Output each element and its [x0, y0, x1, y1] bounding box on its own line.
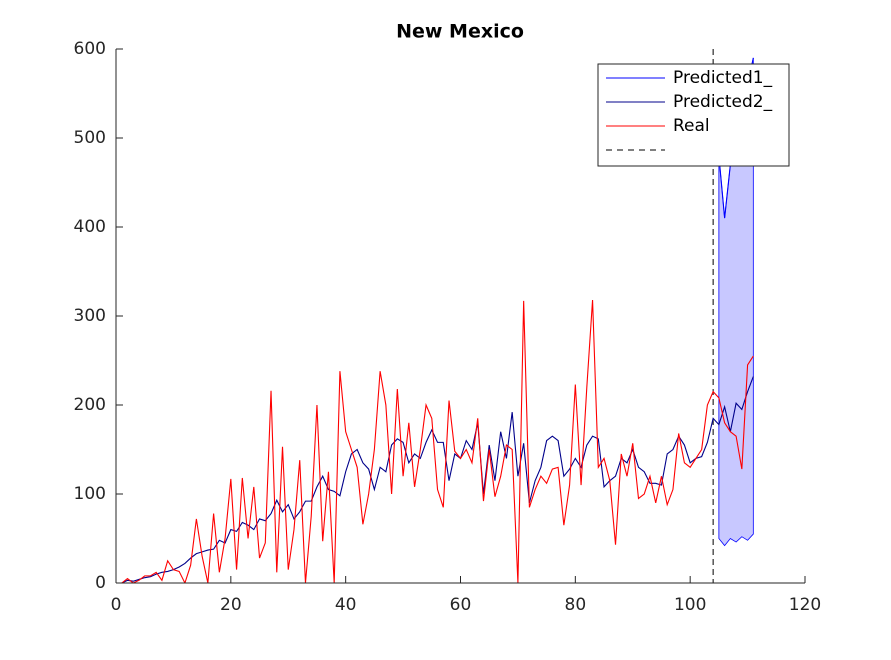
legend-label: Predicted2_: [673, 92, 773, 112]
x-tick-label: 80: [565, 595, 587, 615]
series-line: [121, 299, 754, 583]
y-tick-label: 300: [74, 306, 106, 326]
legend-label: Real: [673, 116, 710, 136]
x-tick-label: 100: [674, 595, 706, 615]
x-tick-label: 60: [450, 595, 472, 615]
y-tick-label: 400: [74, 217, 106, 237]
y-tick-label: 200: [74, 395, 106, 415]
legend-box: [597, 63, 790, 167]
x-tick-label: 20: [220, 595, 242, 615]
chart-title: New Mexico: [396, 21, 524, 43]
x-tick-label: 0: [111, 595, 122, 615]
x-tick-label: 40: [335, 595, 357, 615]
series-line: [121, 376, 754, 583]
y-tick-label: 500: [74, 128, 106, 148]
y-tick-label: 0: [95, 573, 106, 593]
legend-label: Predicted1_: [673, 68, 773, 88]
y-tick-label: 600: [74, 39, 106, 59]
y-tick-label: 100: [74, 484, 106, 504]
x-tick-label: 120: [789, 595, 821, 615]
